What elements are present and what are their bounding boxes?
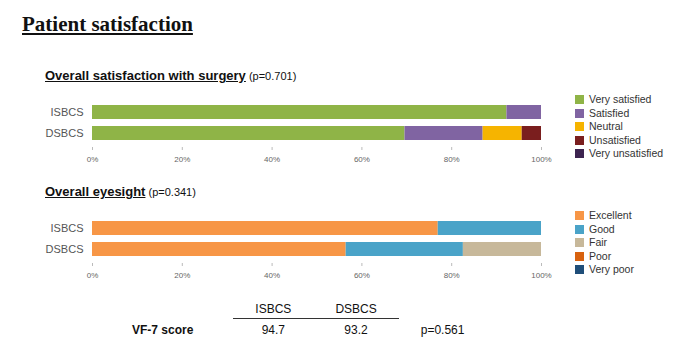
svg-text:60%: 60% [354, 271, 370, 280]
html-text:Satisfied: Satisfied [589, 106, 630, 119]
svg-text:100%: 100% [531, 271, 551, 280]
svg-text:60%: 60% [354, 155, 370, 164]
html-text:DSBCS: DSBCS [335, 302, 377, 316]
html-text:93.2: 93.2 [344, 323, 368, 337]
svg-text:0%: 0% [87, 155, 99, 164]
html-text:Unsatisfied: Unsatisfied [589, 133, 641, 146]
html-text:VF-7 score: VF-7 score [132, 322, 194, 337]
html-text:Very unsatisfied: Very unsatisfied [589, 147, 664, 159]
svg-text:DSBCS: DSBCS [46, 243, 84, 255]
html-text:Patient satisfaction: Patient satisfaction [22, 12, 193, 36]
html-text:Very poor: Very poor [589, 263, 634, 275]
svg-text:80%: 80% [444, 155, 460, 164]
svg-text:DSBCS: DSBCS [46, 127, 84, 139]
svg-text:80%: 80% [444, 271, 460, 280]
html-text:ISBCS: ISBCS [255, 302, 292, 316]
html-text:Overall satisfaction with surg: Overall satisfaction with surgery(p=0.70… [45, 68, 297, 83]
html-text:Poor: Poor [589, 249, 612, 262]
html-text:Overall eyesight(p=0.341): Overall eyesight(p=0.341) [45, 184, 196, 199]
html-text:p=0.561: p=0.561 [420, 322, 465, 337]
html-text:Very satisfied: Very satisfied [589, 93, 652, 105]
html-text:Neutral: Neutral [589, 120, 623, 132]
html-text:Excellent: Excellent [589, 209, 632, 221]
svg-text:20%: 20% [174, 271, 190, 280]
svg-text:ISBCS: ISBCS [50, 106, 83, 118]
svg-text:100%: 100% [531, 155, 551, 164]
html-text:94.7: 94.7 [261, 323, 285, 337]
svg-text:20%: 20% [174, 155, 190, 164]
html-text:Good: Good [589, 222, 615, 235]
svg-text:ISBCS: ISBCS [50, 222, 83, 234]
svg-text:40%: 40% [264, 271, 280, 280]
svg-text:0%: 0% [87, 271, 99, 280]
svg-text:40%: 40% [264, 155, 280, 164]
html-text:Fair: Fair [589, 236, 608, 248]
